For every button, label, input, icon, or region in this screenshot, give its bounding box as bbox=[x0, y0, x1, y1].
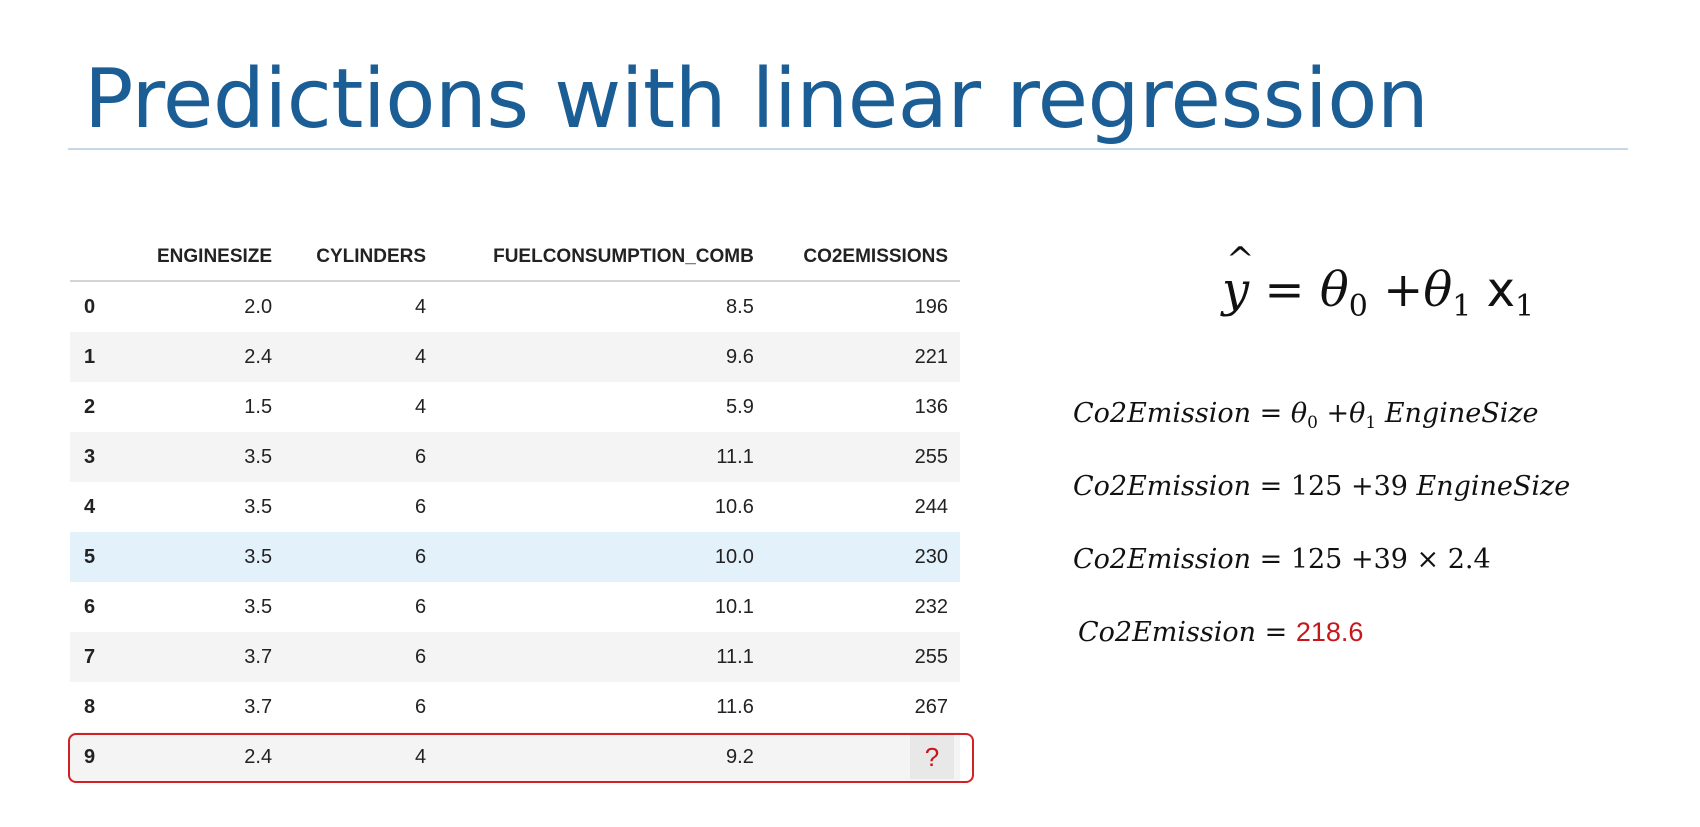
cell-cylinders: 6 bbox=[284, 632, 439, 682]
column-header-co2emissions: CO2EMISSIONS bbox=[765, 232, 960, 282]
title-divider bbox=[68, 148, 1628, 150]
slide-title: Predictions with linear regression bbox=[84, 52, 1429, 147]
row-index: 5 bbox=[70, 532, 124, 582]
table-row: 3 3.5 6 11.1 255 bbox=[70, 432, 960, 482]
cell-enginesize: 2.4 bbox=[124, 332, 285, 382]
cell-co2emissions: 255 bbox=[765, 432, 960, 482]
cell-fuelconsumption: 11.1 bbox=[438, 632, 766, 682]
cell-fuelconsumption: 9.6 bbox=[438, 332, 766, 382]
cell-cylinders: 6 bbox=[414, 595, 427, 618]
cell-co2emissions: 221 bbox=[765, 332, 960, 382]
row-index: 0 bbox=[84, 295, 96, 318]
row-index: 9 bbox=[70, 732, 124, 782]
cell-fuelconsumption: 9.2 bbox=[438, 732, 766, 782]
cell-enginesize: 2.4 bbox=[124, 732, 285, 782]
cell-cylinders: 6 bbox=[284, 532, 439, 582]
cell-enginesize: 2.0 bbox=[244, 295, 273, 318]
row-index: 7 bbox=[70, 632, 124, 682]
equation-with-coefficients: Co2Emission = 125 +39 EngineSize bbox=[1073, 471, 1571, 502]
cell-cylinders: 6 bbox=[414, 695, 427, 718]
table-row-highlighted: 5 3.5 6 10.0 230 bbox=[70, 532, 960, 582]
row-index: 4 bbox=[84, 495, 96, 518]
predicted-value: 218.6 bbox=[1295, 617, 1364, 647]
row-index: 6 bbox=[84, 595, 96, 618]
table-row: 2 1.5 4 5.9 136 bbox=[70, 382, 960, 432]
cell-cylinders: 4 bbox=[284, 732, 439, 782]
table-row: 4 3.5 6 10.6 244 bbox=[70, 482, 960, 532]
cell-fuelconsumption: 10.0 bbox=[438, 532, 766, 582]
table-row-prediction: 9 2.4 4 9.2 ? bbox=[70, 732, 960, 782]
cell-cylinders: 4 bbox=[414, 395, 427, 418]
equation-result: Co2Emission = 218.6 bbox=[1078, 617, 1364, 648]
y-hat-symbol: y ^ bbox=[1222, 240, 1255, 318]
table-row: 0 2.0 4 8.5 196 bbox=[70, 281, 960, 332]
cell-fuelconsumption: 11.6 bbox=[716, 695, 754, 718]
row-index: 2 bbox=[84, 395, 96, 418]
cell-enginesize: 3.7 bbox=[244, 695, 273, 718]
cell-co2emissions: 230 bbox=[765, 532, 960, 582]
cell-co2emissions: 196 bbox=[914, 295, 948, 318]
column-header-cylinders: CYLINDERS bbox=[284, 232, 439, 282]
row-index: 1 bbox=[70, 332, 124, 382]
table-row: 6 3.5 6 10.1 232 bbox=[70, 582, 960, 632]
cell-fuelconsumption: 10.6 bbox=[714, 495, 754, 518]
cell-enginesize: 3.5 bbox=[124, 432, 285, 482]
cell-co2emissions: 267 bbox=[914, 695, 948, 718]
prediction-row-outline bbox=[68, 733, 974, 783]
cell-fuelconsumption: 5.9 bbox=[726, 395, 754, 418]
column-header-fuelconsumption: FUELCONSUMPTION_COMB bbox=[438, 232, 766, 282]
cell-cylinders: 6 bbox=[414, 495, 427, 518]
table-row: 7 3.7 6 11.1 255 bbox=[70, 632, 960, 682]
cell-co2emissions: 136 bbox=[914, 395, 948, 418]
cell-enginesize: 3.5 bbox=[124, 532, 285, 582]
data-table: ENGINESIZE CYLINDERS FUELCONSUMPTION_COM… bbox=[70, 232, 960, 782]
cell-enginesize: 1.5 bbox=[244, 395, 273, 418]
table-row: 8 3.7 6 11.6 267 bbox=[70, 682, 960, 732]
unknown-value-marker: ? bbox=[910, 735, 954, 779]
cell-enginesize: 3.5 bbox=[244, 495, 273, 518]
cell-cylinders: 4 bbox=[284, 332, 439, 382]
cell-co2emissions: 244 bbox=[914, 495, 948, 518]
cell-co2emissions-unknown: ? bbox=[765, 732, 960, 782]
table-row: 1 2.4 4 9.6 221 bbox=[70, 332, 960, 382]
cell-cylinders: 6 bbox=[284, 432, 439, 482]
row-index: 3 bbox=[70, 432, 124, 482]
column-header-index bbox=[70, 232, 124, 282]
cell-fuelconsumption: 10.1 bbox=[714, 595, 754, 618]
equation-general-form: Co2Emission = θ0 +θ1 EngineSize bbox=[1073, 398, 1539, 433]
table-header-row: ENGINESIZE CYLINDERS FUELCONSUMPTION_COM… bbox=[70, 232, 960, 282]
row-index: 8 bbox=[84, 695, 96, 718]
cell-co2emissions: 255 bbox=[765, 632, 960, 682]
cell-enginesize: 3.5 bbox=[244, 595, 273, 618]
cell-co2emissions: 232 bbox=[914, 595, 948, 618]
hypothesis-equation: y ^ = θ0 +θ1 x1 bbox=[1222, 240, 1535, 324]
cell-cylinders: 4 bbox=[414, 295, 427, 318]
cell-enginesize: 3.7 bbox=[124, 632, 285, 682]
equation-with-values: Co2Emission = 125 +39 × 2.4 bbox=[1073, 544, 1491, 575]
column-header-enginesize: ENGINESIZE bbox=[124, 232, 285, 282]
cell-fuelconsumption: 11.1 bbox=[438, 432, 766, 482]
cell-fuelconsumption: 8.5 bbox=[726, 295, 754, 318]
